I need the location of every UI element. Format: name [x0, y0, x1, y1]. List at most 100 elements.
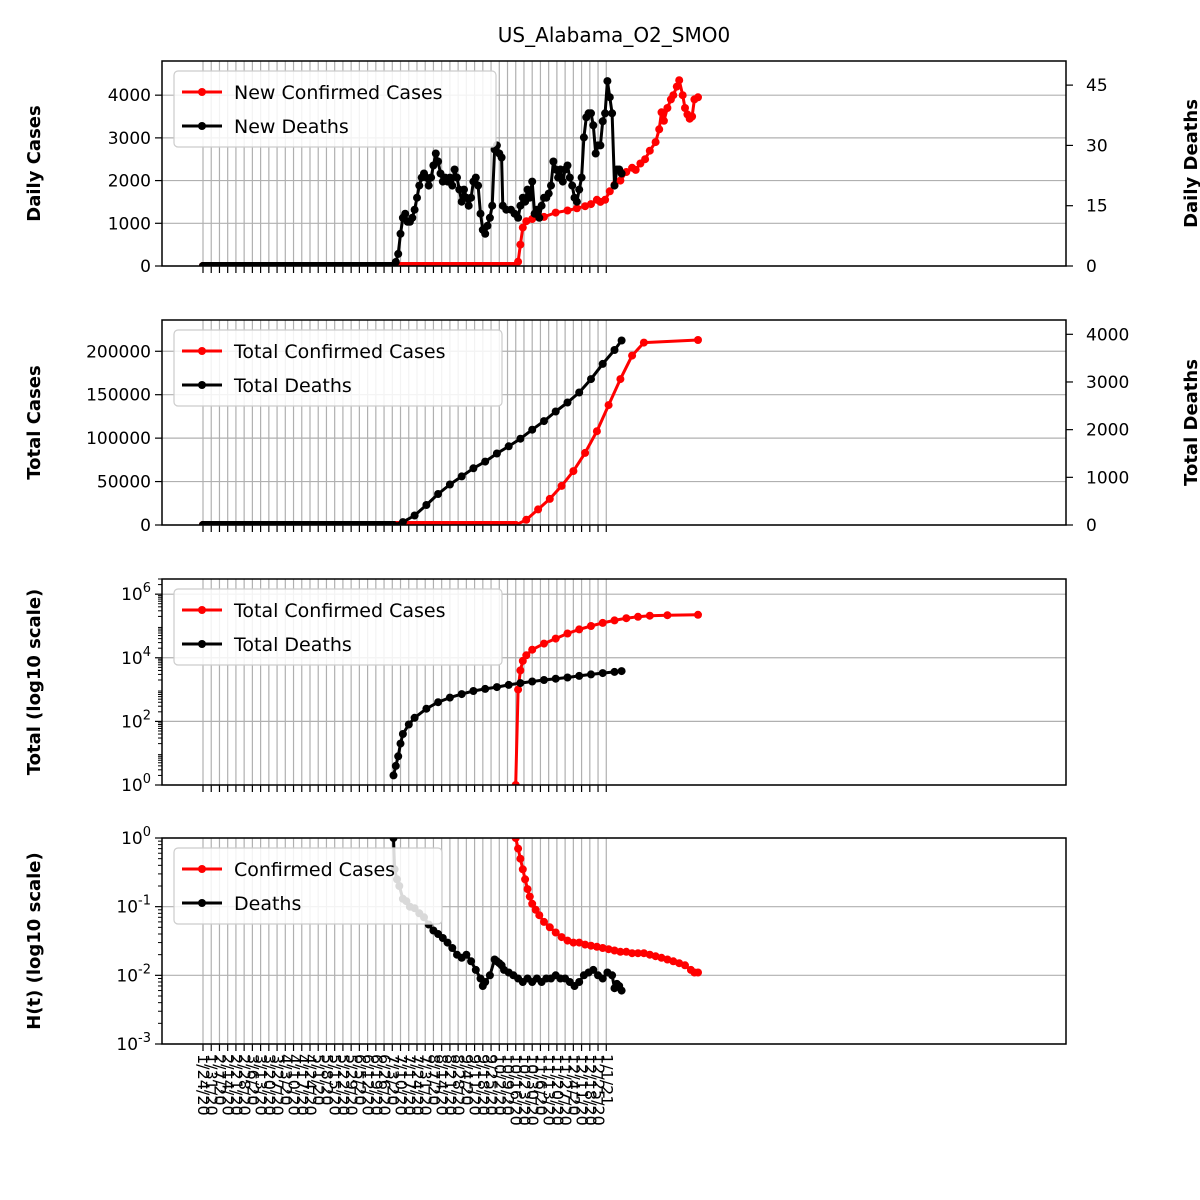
data-point	[577, 173, 586, 182]
x-tick-label: 12/25/20	[589, 1054, 608, 1126]
y-tick-label: 1000	[108, 214, 151, 234]
y-right-tick-label: 0	[1086, 257, 1097, 277]
data-point	[481, 457, 490, 466]
data-point	[534, 505, 543, 514]
x-tick-label: 10/9/20	[499, 1054, 518, 1116]
data-point	[657, 108, 666, 117]
data-point	[394, 752, 403, 761]
plot-frame	[161, 319, 1067, 526]
x-tick-label: 11/20/20	[548, 1054, 567, 1126]
data-point	[681, 961, 689, 970]
x-tick-label: 2/28/20	[235, 1054, 254, 1116]
x-tick-label: 3/6/20	[243, 1054, 262, 1106]
data-point	[575, 671, 584, 680]
data-point	[457, 690, 466, 699]
y-axis-label: Total (log10 scale)	[24, 589, 45, 776]
legend-marker	[198, 865, 206, 873]
data-point	[608, 109, 617, 118]
x-tick-label: 8/7/20	[424, 1054, 443, 1106]
data-point	[659, 116, 668, 125]
panel-2: 0 50000 100000 150000 200000 0 1000 2000 3000 400…	[24, 319, 1200, 536]
data-point	[523, 185, 532, 194]
data-point	[610, 346, 619, 354]
x-tick-label: 9/4/20	[457, 1054, 476, 1106]
data-point	[587, 941, 595, 950]
x-tick-label: 6/19/20	[367, 1054, 386, 1116]
data-point	[521, 875, 530, 884]
x-tick-label: 7/3/20	[383, 1054, 402, 1106]
data-point	[549, 157, 558, 166]
legend-label: Total Confirmed Cases	[233, 600, 446, 622]
data-point	[462, 950, 471, 959]
data-point	[398, 730, 407, 738]
series-group	[389, 610, 702, 785]
data-point	[434, 698, 443, 707]
legend-box	[173, 329, 503, 407]
data-point	[608, 971, 617, 980]
data-point	[579, 133, 588, 142]
data-point	[389, 771, 398, 780]
data-point	[401, 209, 410, 218]
data-point	[469, 464, 478, 473]
data-point	[663, 104, 672, 112]
data-point	[518, 865, 527, 874]
y-right-tick-label: 1000	[1086, 468, 1129, 488]
y-axis-label: Total Cases	[24, 365, 45, 479]
data-point	[535, 213, 544, 222]
data-point	[545, 494, 554, 503]
data-point	[655, 125, 664, 134]
panel-1: 0 1000 2000 3000 4000 0 15 30 45 Daily Cases Daily…	[24, 60, 1200, 277]
x-tick-label: 5/22/20	[334, 1054, 353, 1116]
y-tick-label: 0	[140, 516, 151, 536]
data-point	[558, 177, 567, 186]
data-point	[537, 201, 546, 210]
data-point	[587, 622, 595, 630]
data-point	[598, 618, 607, 627]
legend: Confirmed Cases Deaths	[173, 847, 443, 925]
data-point	[694, 336, 702, 344]
data-point	[445, 480, 454, 489]
x-tick-label: 3/20/20	[260, 1054, 279, 1116]
data-point	[575, 978, 584, 986]
legend-marker	[198, 640, 206, 648]
data-point	[410, 713, 419, 722]
x-tick-label: 9/18/20	[474, 1054, 493, 1116]
y-tick-label: 200000	[86, 342, 151, 362]
x-tick-label: 3/13/20	[252, 1054, 271, 1116]
data-point	[563, 629, 572, 638]
data-point	[427, 173, 436, 182]
legend-box	[173, 847, 443, 925]
x-tick-label: 5/15/20	[326, 1054, 345, 1116]
legend-label: Total Deaths	[233, 634, 352, 656]
x-tick-label: 4/10/20	[285, 1054, 304, 1116]
legend-marker	[198, 606, 206, 614]
data-point	[547, 181, 555, 190]
data-point	[616, 947, 625, 956]
legend-label: Deaths	[234, 893, 301, 915]
x-tick-label: 9/11/20	[466, 1054, 485, 1116]
data-point	[391, 761, 400, 770]
data-point	[528, 425, 537, 434]
data-point	[483, 221, 492, 230]
legend-label: New Confirmed Cases	[234, 82, 443, 104]
data-point	[535, 911, 544, 920]
data-point	[628, 351, 637, 360]
data-point	[522, 515, 531, 524]
data-point	[563, 206, 572, 215]
x-tick-label: 11/27/20	[556, 1054, 575, 1126]
x-tick-label: 6/26/20	[375, 1054, 394, 1116]
data-point	[528, 645, 537, 654]
data-point	[492, 683, 501, 692]
data-point	[563, 398, 572, 407]
data-point	[389, 262, 398, 266]
data-point	[675, 76, 684, 85]
x-tick-label: 12/18/20	[581, 1054, 600, 1126]
data-point	[581, 940, 590, 949]
x-tick-label: 11/6/20	[531, 1054, 550, 1116]
y-tick-label: 4000	[108, 86, 151, 106]
legend: New Confirmed Cases New Deaths	[173, 70, 497, 148]
x-tick-label: 12/11/20	[573, 1054, 592, 1126]
data-point	[445, 693, 454, 702]
x-tick-label: 4/3/20	[276, 1054, 295, 1106]
data-point	[641, 155, 650, 164]
